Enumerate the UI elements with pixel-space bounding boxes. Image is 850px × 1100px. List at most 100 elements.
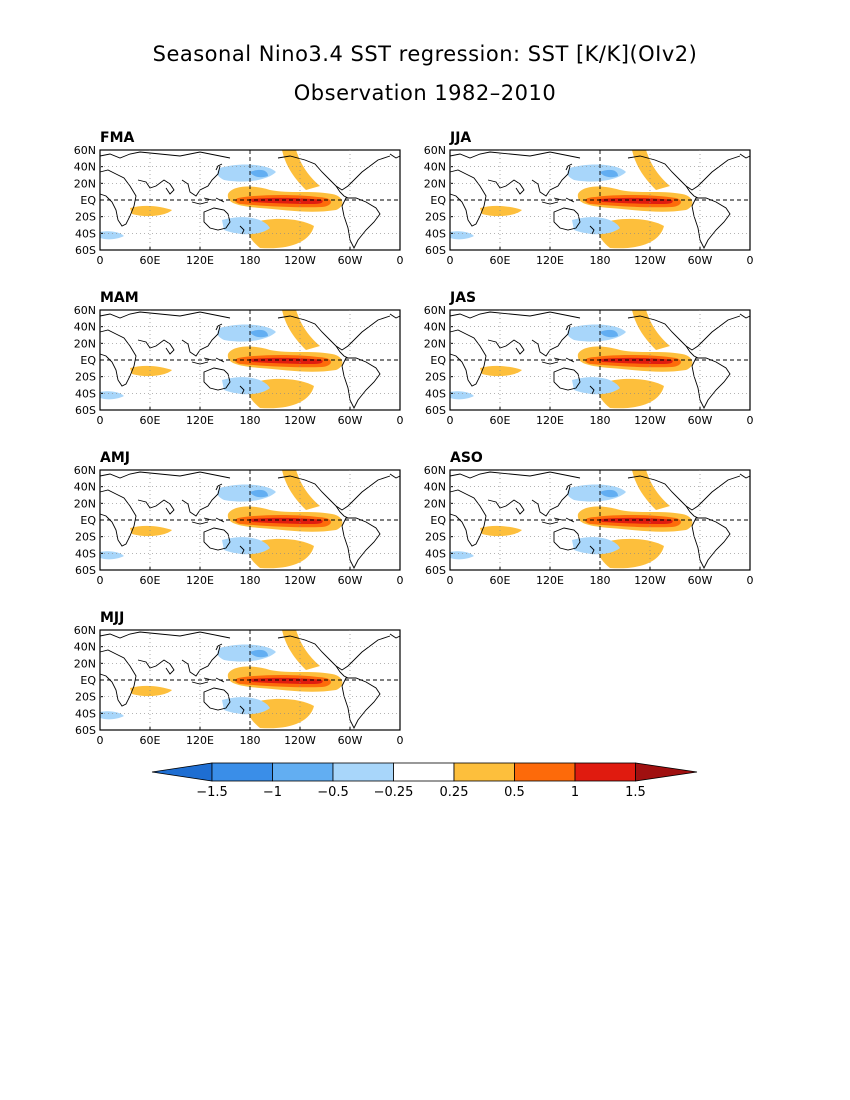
lon-tick-label: 120E — [186, 574, 214, 587]
lon-tick-label: 120W — [284, 574, 316, 587]
colorbar-label: 1 — [571, 785, 579, 800]
lon-tick-label: 120W — [284, 254, 316, 267]
lat-tick-label: EQ — [80, 194, 96, 207]
lon-tick-label: 60W — [338, 414, 363, 427]
lat-tick-label: EQ — [430, 194, 446, 207]
lat-tick-label: 20N — [424, 337, 446, 350]
lat-tick-label: 20S — [425, 371, 446, 384]
lat-tick-label: 60N — [74, 624, 96, 637]
lat-tick-label: 20S — [425, 531, 446, 544]
lat-tick-label: 40N — [74, 321, 96, 334]
colorbar-segment — [453, 762, 515, 782]
lon-tick-label: 60W — [688, 254, 713, 267]
colorbar: −1.5 −1 −0.5 −0.25 0.25 0.5 1 1.5 — [151, 762, 698, 800]
panel-label: AMJ — [100, 450, 130, 466]
lat-tick-label: 20N — [74, 657, 96, 670]
lat-tick-label: 40S — [75, 227, 96, 240]
colorbar-segment — [393, 762, 455, 782]
lon-tick-label: 60E — [140, 574, 161, 587]
lon-tick-label: 180 — [240, 414, 261, 427]
lon-tick-label: 120W — [634, 414, 666, 427]
lon-tick-label: 0 — [447, 254, 454, 267]
map-panel-jja: JJA — [449, 130, 751, 251]
lon-tick-label: 60E — [140, 734, 161, 747]
lon-tick-label: 120E — [186, 734, 214, 747]
panel-label: JAS — [449, 290, 476, 306]
lat-tick-label: 40N — [74, 161, 96, 174]
lon-tick-label: 0 — [747, 574, 754, 587]
map-panel-amj: AMJ — [99, 450, 401, 571]
lon-tick-label: 180 — [590, 414, 611, 427]
lat-tick-label: 60N — [74, 464, 96, 477]
lon-tick-label: 60E — [490, 574, 511, 587]
lon-tick-label: 60W — [338, 254, 363, 267]
colorbar-segment — [332, 762, 394, 782]
lon-tick-label: 60W — [338, 734, 363, 747]
lat-tick-label: 60S — [425, 404, 446, 417]
lat-tick-label: 40S — [425, 547, 446, 560]
colorbar-segment — [514, 762, 576, 782]
lat-tick-label: 20S — [425, 211, 446, 224]
colorbar-segment — [272, 762, 334, 782]
lon-tick-label: 60W — [688, 574, 713, 587]
lon-tick-label: 180 — [590, 254, 611, 267]
lat-tick-label: 20N — [74, 177, 96, 190]
panel-label: FMA — [100, 130, 134, 146]
lon-tick-label: 0 — [447, 414, 454, 427]
lon-tick-label: 0 — [397, 414, 404, 427]
lat-tick-label: 60S — [75, 404, 96, 417]
lat-tick-label: 20S — [75, 531, 96, 544]
lat-tick-label: 40N — [424, 481, 446, 494]
map-panel-fma: FMA — [99, 130, 401, 251]
lon-tick-label: 0 — [397, 254, 404, 267]
lon-tick-label: 60E — [490, 254, 511, 267]
lon-tick-label: 120W — [634, 574, 666, 587]
lon-tick-label: 0 — [397, 734, 404, 747]
lat-tick-label: EQ — [80, 354, 96, 367]
colorbar-label: 0.5 — [504, 785, 525, 800]
lat-tick-label: 40N — [424, 321, 446, 334]
lon-tick-label: 180 — [240, 254, 261, 267]
lat-tick-label: 60S — [75, 724, 96, 737]
lon-tick-label: 180 — [590, 574, 611, 587]
colorbar-segment — [211, 762, 273, 782]
colorbar-label: 1.5 — [625, 785, 646, 800]
lat-tick-label: 40S — [75, 547, 96, 560]
lon-tick-label: 0 — [397, 574, 404, 587]
lat-tick-label: 20N — [74, 497, 96, 510]
panel-label: ASO — [450, 450, 483, 466]
colorbar-label: −0.5 — [317, 785, 349, 800]
lat-tick-label: 20S — [75, 691, 96, 704]
lon-tick-label: 120W — [284, 734, 316, 747]
lon-tick-label: 60W — [338, 574, 363, 587]
lat-tick-label: 40N — [74, 481, 96, 494]
lon-tick-label: 120W — [284, 414, 316, 427]
lat-tick-label: 40S — [75, 707, 96, 720]
lon-tick-label: 120E — [536, 574, 564, 587]
lat-tick-label: 60S — [425, 244, 446, 257]
lat-tick-label: 60S — [425, 564, 446, 577]
lon-tick-label: 0 — [97, 254, 104, 267]
colorbar-high-arrow — [635, 762, 698, 782]
lon-tick-label: 0 — [447, 574, 454, 587]
lat-tick-label: EQ — [80, 514, 96, 527]
lat-tick-label: 60N — [74, 304, 96, 317]
lon-tick-label: 180 — [240, 574, 261, 587]
panel-label: MJJ — [100, 610, 124, 626]
lat-tick-label: 40S — [75, 387, 96, 400]
lat-tick-label: 60S — [75, 564, 96, 577]
lon-tick-label: 0 — [747, 414, 754, 427]
lat-tick-label: 20N — [74, 337, 96, 350]
figure-subtitle: Observation 1982–2010 — [294, 81, 556, 105]
lon-tick-label: 60E — [140, 254, 161, 267]
lat-tick-label: 60S — [75, 244, 96, 257]
lon-tick-label: 60W — [688, 414, 713, 427]
lat-tick-label: 40N — [424, 161, 446, 174]
colorbar-label: −0.25 — [374, 785, 414, 800]
lat-tick-label: 20N — [424, 497, 446, 510]
colorbar-label: −1 — [263, 785, 282, 800]
figure-title: Seasonal Nino3.4 SST regression: SST [K/… — [153, 42, 698, 66]
map-panel-mam: MAM — [99, 290, 401, 411]
